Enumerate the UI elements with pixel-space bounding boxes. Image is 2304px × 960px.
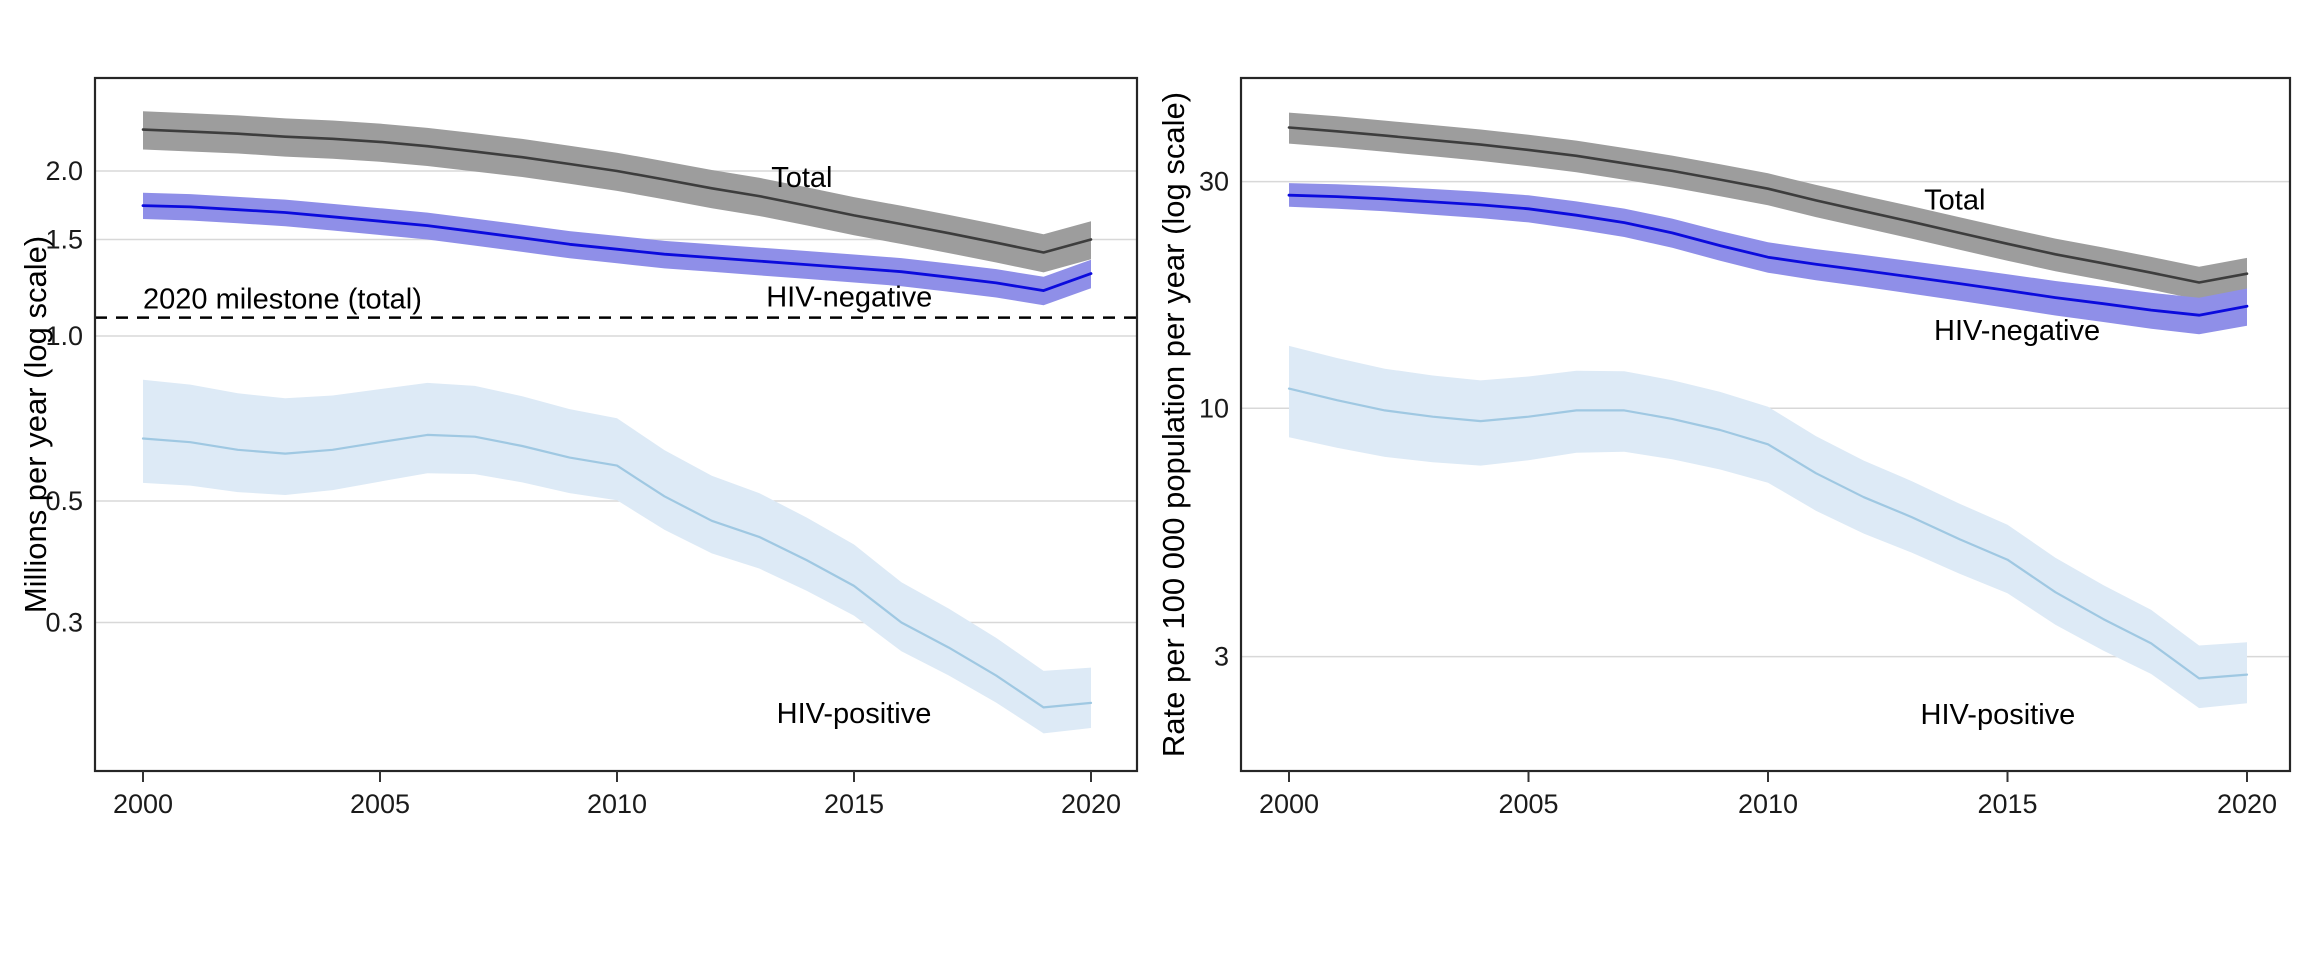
hiv-positive-uncertainty-band: [143, 379, 1091, 734]
x-tick-label: 2010: [587, 789, 647, 819]
x-tick-label: 2000: [1259, 789, 1319, 819]
hiv-negative-uncertainty-band: [1289, 183, 2247, 335]
x-tick-label: 2020: [2217, 789, 2277, 819]
x-tick-label: 2005: [1498, 789, 1558, 819]
x-tick-label: 2000: [113, 789, 173, 819]
hiv-negative-label: HIV-negative: [1934, 315, 2100, 347]
y-tick-label: 0.5: [45, 486, 83, 516]
hiv-positive-uncertainty-band: [1289, 345, 2247, 709]
total-label: Total: [1924, 185, 1985, 217]
y-tick-label: 3: [1214, 642, 1229, 672]
hiv-positive-label: HIV-positive: [1921, 699, 2076, 731]
total-uncertainty-band: [143, 111, 1091, 273]
x-tick-label: 2015: [824, 789, 884, 819]
y-tick-label: 30: [1199, 167, 1229, 197]
y-axis-title: Rate per 100 000 population per year (lo…: [1156, 92, 1191, 757]
hiv-positive-line: [1287, 387, 2249, 680]
hiv-positive-label: HIV-positive: [777, 698, 932, 730]
total-line: [141, 128, 1093, 254]
x-tick-label: 2020: [1061, 789, 1121, 819]
x-tick-label: 2015: [1977, 789, 2037, 819]
y-tick-label: 10: [1199, 393, 1229, 423]
total-line: [1287, 126, 2249, 284]
y-tick-label: 1.0: [45, 321, 83, 351]
y-tick-label: 1.5: [45, 225, 83, 255]
hiv-negative-line: [1287, 193, 2249, 317]
x-tick-label: 2005: [350, 789, 410, 819]
hiv-positive-line: [141, 433, 1093, 709]
x-tick-label: 2010: [1738, 789, 1798, 819]
total-label: Total: [771, 162, 832, 194]
panel-border: [1239, 76, 2292, 773]
total-uncertainty-band: [1289, 112, 2247, 300]
y-axis-title: Millions per year (log scale): [18, 236, 53, 613]
y-tick-label: 0.3: [45, 608, 83, 638]
hiv-negative-line: [141, 204, 1093, 293]
milestone-label: 2020 milestone (total): [143, 284, 422, 316]
hiv-negative-label: HIV-negative: [766, 282, 932, 314]
y-tick-label: 2.0: [45, 156, 83, 186]
